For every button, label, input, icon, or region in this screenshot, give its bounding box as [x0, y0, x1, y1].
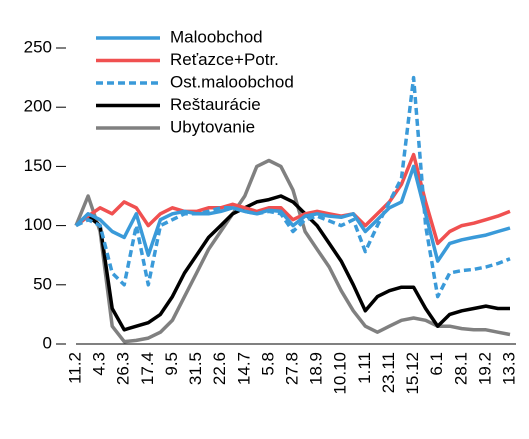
y-tick-label: 50: [33, 274, 52, 293]
x-tick-label: 15.12: [403, 352, 422, 395]
x-tick-label: 6.1: [427, 352, 446, 376]
series-line: [74, 152, 511, 246]
x-tick-label: 1.11: [355, 352, 374, 384]
series-line: [74, 164, 511, 263]
legend-label: Reťazce+Potr.: [170, 50, 279, 69]
x-tick-label: 10.10: [331, 352, 350, 395]
x-tick-label: 27.8: [282, 352, 301, 385]
x-tick-label: 11.2: [65, 352, 84, 384]
series-line: [74, 194, 510, 332]
x-tick-label: 19.2: [475, 352, 494, 385]
x-tick-label: 31.5: [186, 352, 205, 385]
y-tick-label: 200: [24, 97, 52, 116]
legend-label: Maloobchod: [170, 27, 263, 46]
x-tick-label: 22.6: [210, 352, 229, 385]
legend-label: Ubytovanie: [170, 117, 255, 136]
x-tick-label: 28.1: [451, 352, 470, 385]
y-tick-label: 100: [24, 215, 52, 234]
x-tick-label: 4.3: [90, 352, 109, 376]
x-tick-label: 17.4: [138, 352, 157, 385]
y-tick-label: 0: [43, 333, 52, 352]
x-tick-label: 9.5: [162, 352, 181, 376]
legend-label: Ost.maloobchod: [170, 72, 294, 91]
x-tick-label: 23.11: [379, 352, 398, 393]
y-tick-label: 250: [24, 37, 52, 56]
x-tick-label: 13.3: [499, 352, 518, 385]
x-tick-label: 18.9: [307, 352, 326, 385]
y-tick-label: 150: [24, 156, 52, 175]
x-tick-label: 14.7: [234, 352, 253, 385]
x-tick-label: 26.3: [114, 352, 133, 385]
x-tick-label: 5.8: [258, 352, 277, 376]
series-line: [75, 75, 511, 299]
legend-label: Reštaurácie: [170, 95, 261, 114]
